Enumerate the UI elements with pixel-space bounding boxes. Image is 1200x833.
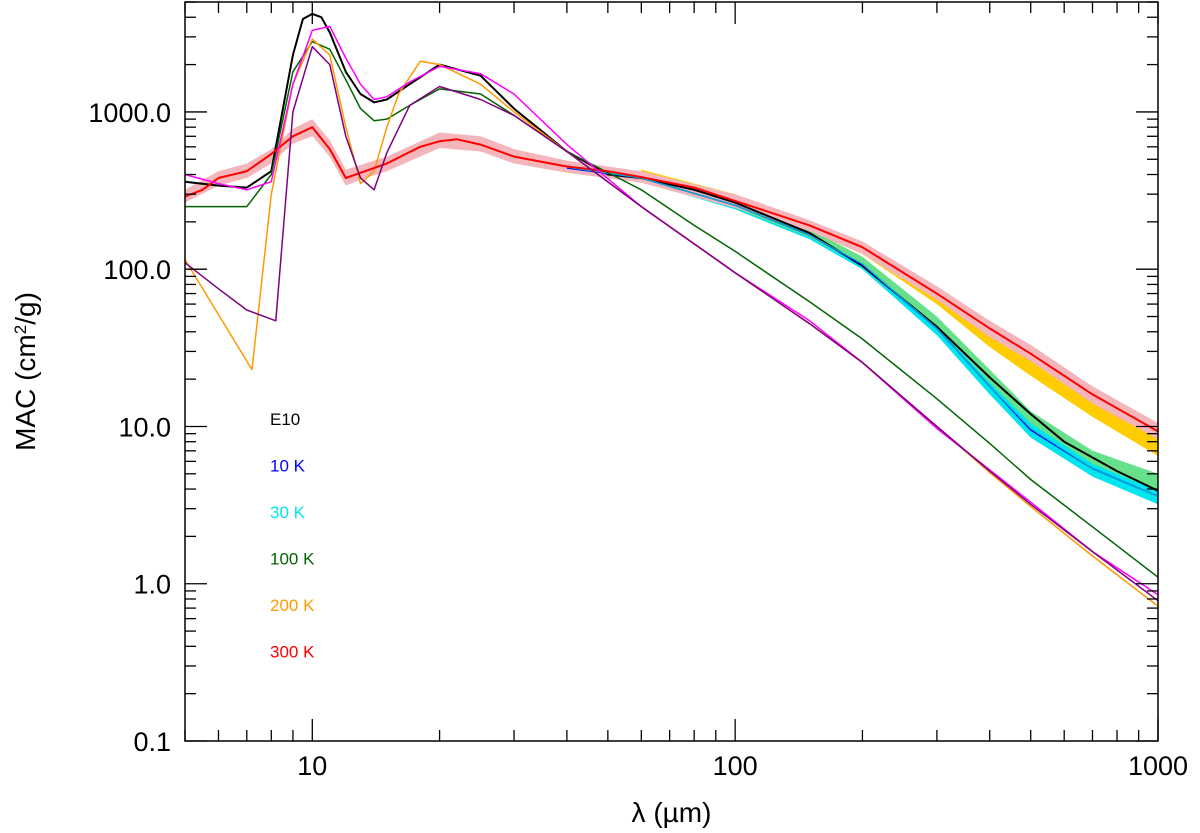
series-line-30-k (566, 166, 1159, 497)
y-axis-label: MAC (cm2/g) (10, 292, 41, 451)
x-tick-label: 100 (713, 751, 758, 781)
y-tick-label: 0.1 (133, 727, 171, 757)
legend-entry: 100 K (270, 550, 315, 569)
x-tick-label: 10 (297, 751, 327, 781)
legend-entry: E10 (270, 410, 300, 429)
axis-ticks (184, 1, 1159, 742)
band-3 (185, 119, 1158, 440)
y-tick-label: 10.0 (118, 412, 171, 442)
y-tick-label: 1.0 (133, 570, 171, 600)
series-line-magenta (184, 25, 1159, 596)
series-line-200-k (184, 38, 1159, 607)
y-axis-label-part: /g) (10, 292, 41, 325)
legend: E10 10 K 30 K 100 K 200 K 300 K (270, 410, 315, 662)
y-axis-label-sup: 2 (11, 325, 30, 334)
x-axis-label: λ (µm) (632, 797, 712, 828)
band-0 (566, 163, 1158, 505)
y-tick-label: 100.0 (103, 255, 171, 285)
series-bands (185, 119, 1158, 505)
band-1 (566, 162, 1158, 491)
y-tick-label: 1000.0 (88, 98, 171, 128)
legend-entry: 30 K (270, 503, 306, 522)
x-tick-label: 1000 (1128, 751, 1188, 781)
series-line-300-k (184, 126, 1159, 433)
series-line-purple (184, 45, 1159, 602)
legend-entry: 300 K (270, 643, 315, 662)
plot-frame (184, 1, 1159, 742)
series-line-e10 (184, 12, 1159, 492)
y-axis-label-part: MAC (cm (10, 334, 41, 451)
legend-entry: 10 K (270, 457, 306, 476)
band-2 (641, 169, 1158, 456)
axis-tick-labels: 10 100 1000 0.1 1.0 10.0 100.0 1000.0 (88, 98, 1188, 781)
legend-entry: 200 K (270, 596, 315, 615)
series-line-100-k (185, 40, 1159, 578)
series-lines (184, 12, 1159, 607)
